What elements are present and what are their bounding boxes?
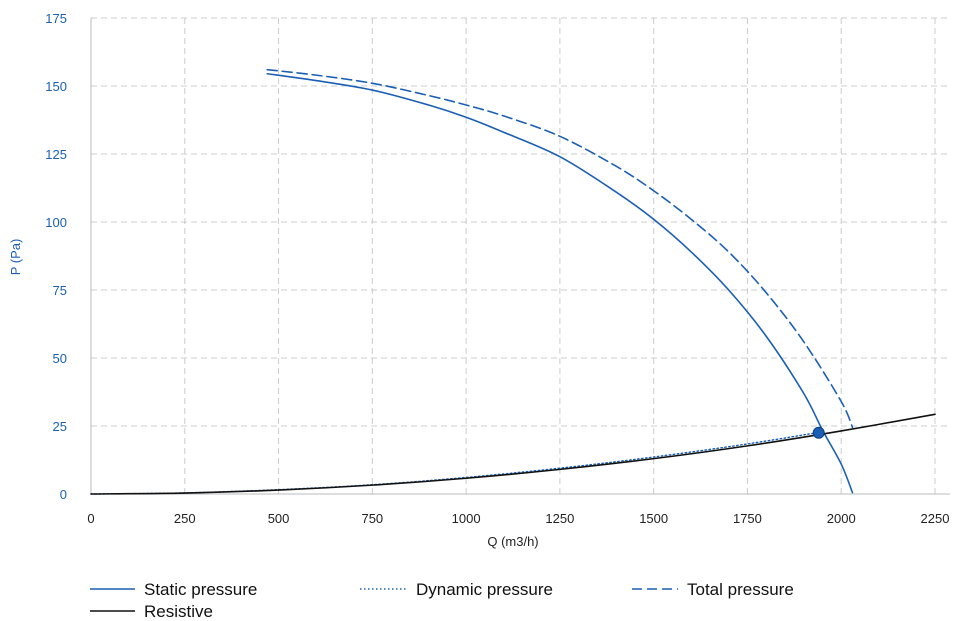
y-tick-label: 150 — [45, 79, 67, 94]
axis-ticks: 0 250 500 750 1000 1250 1500 1750 2000 2250 0 25 50 7… — [45, 11, 949, 526]
x-tick-label: 2250 — [921, 511, 950, 526]
legend-item-total: Total pressure — [632, 580, 794, 599]
operating-point-marker — [812, 426, 825, 439]
y-tick-label: 175 — [45, 11, 67, 26]
y-axis-title: P (Pa) — [8, 239, 23, 276]
legend-item-dynamic: Dynamic pressure — [360, 580, 553, 599]
legend-item-resistive: Resistive — [90, 602, 213, 621]
x-tick-label: 2000 — [827, 511, 856, 526]
series-resistive — [90, 413, 936, 495]
x-tick-label: 750 — [361, 511, 383, 526]
legend: Static pressure Dynamic pressure Total p… — [90, 580, 794, 621]
legend-label-dynamic: Dynamic pressure — [416, 580, 553, 599]
x-axis-title: Q (m3/h) — [487, 534, 538, 549]
x-tick-label: 0 — [87, 511, 94, 526]
legend-label-resistive: Resistive — [144, 602, 213, 621]
x-tick-label: 1000 — [452, 511, 481, 526]
grid — [90, 17, 950, 495]
x-tick-label: 1250 — [545, 511, 574, 526]
operating-point-layer — [812, 426, 825, 439]
series-total-pressure — [266, 68, 854, 429]
y-tick-label: 100 — [45, 215, 67, 230]
y-tick-label: 0 — [60, 487, 67, 502]
series-lines — [90, 68, 936, 495]
x-tick-label: 500 — [268, 511, 290, 526]
x-tick-label: 250 — [174, 511, 196, 526]
y-tick-label: 75 — [53, 283, 67, 298]
series-static-pressure — [266, 72, 854, 494]
legend-item-static: Static pressure — [90, 580, 257, 599]
x-tick-label: 1500 — [639, 511, 668, 526]
y-tick-label: 50 — [53, 351, 67, 366]
legend-label-total: Total pressure — [687, 580, 794, 599]
series-dynamic-pressure — [90, 431, 824, 495]
y-tick-label: 125 — [45, 147, 67, 162]
x-tick-label: 1750 — [733, 511, 762, 526]
legend-label-static: Static pressure — [144, 580, 257, 599]
y-tick-label: 25 — [53, 419, 67, 434]
